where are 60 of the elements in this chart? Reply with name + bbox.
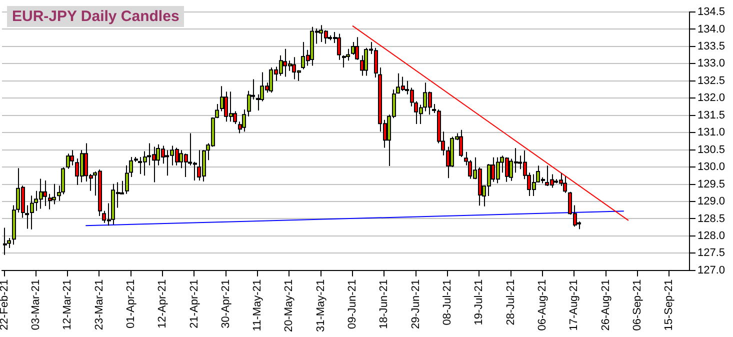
candlestick <box>247 90 251 117</box>
candlestick <box>25 204 29 230</box>
x-tick-label: 18-Jun-21 <box>378 279 390 329</box>
y-tick-label: 134.0 <box>697 23 726 36</box>
candlestick <box>125 164 129 194</box>
y-tick-label: 134.5 <box>697 6 726 18</box>
y-tick-label: 130.5 <box>697 144 726 156</box>
x-tick-label: 28-Jul-21 <box>504 279 517 326</box>
x-tick-label: 26-Aug-21 <box>600 279 612 331</box>
y-tick-label: 127.5 <box>697 247 726 260</box>
candlestick <box>355 36 359 60</box>
y-tick-label: 132.0 <box>697 92 726 104</box>
x-tick-label: 06-Aug-21 <box>536 279 549 331</box>
y-tick-label: 131.5 <box>697 109 726 122</box>
candlestick <box>242 109 246 132</box>
candlestick <box>346 48 350 62</box>
candlestick <box>52 183 56 205</box>
candlestick <box>7 238 11 249</box>
candlestick <box>563 176 567 194</box>
candlestick <box>342 54 346 68</box>
x-tick-label: 12-Mar-21 <box>62 279 74 330</box>
x-tick-label: 23-Mar-21 <box>93 279 106 330</box>
candlestick <box>3 227 7 256</box>
y-tick-label: 129.0 <box>697 196 726 208</box>
x-tick-label: 31-May-21 <box>314 279 327 332</box>
candlestick <box>66 153 70 170</box>
x-tick-label: 29-Jun-21 <box>410 279 422 329</box>
y-tick-label: 132.5 <box>697 74 726 87</box>
y-tick-label: 133.5 <box>697 40 726 52</box>
x-tick-label: 21-Apr-21 <box>188 279 200 328</box>
x-tick-label: 17-Aug-21 <box>568 279 580 331</box>
candlestick <box>337 33 341 60</box>
candlestick <box>129 156 133 178</box>
y-tick-label: 130.0 <box>697 161 726 174</box>
x-tick-label: 20-May-21 <box>283 279 296 332</box>
x-tick-label: 09-Jun-21 <box>346 279 359 329</box>
x-tick-label: 06-Sep-21 <box>631 279 644 331</box>
candlestick <box>233 110 237 124</box>
candlestick <box>30 195 34 230</box>
candlestick <box>459 129 463 158</box>
y-tick-label: 131.0 <box>697 126 726 139</box>
y-tick-label: 133.0 <box>697 58 726 70</box>
x-tick-label: 03-Mar-21 <box>30 279 42 330</box>
x-tick-label: 08-Jul-21 <box>442 279 454 326</box>
x-tick-label: 11-May-21 <box>252 279 264 332</box>
y-tick-label: 129.5 <box>697 178 726 190</box>
x-tick-label: 12-Apr-21 <box>156 279 169 328</box>
candlestick <box>120 180 124 194</box>
candlestick <box>70 150 74 166</box>
y-tick-label: 128.5 <box>697 212 726 225</box>
x-tick-label: 01-Apr-21 <box>124 279 137 328</box>
x-tick-label: 19-Jul-21 <box>473 279 486 326</box>
candlestick <box>351 41 355 56</box>
candlestick <box>48 193 52 210</box>
y-tick-label: 127.0 <box>697 264 726 276</box>
candlestick <box>43 180 47 206</box>
y-tick-label: 128.0 <box>697 230 726 242</box>
chart-title: EUR-JPY Daily Candles <box>7 6 184 27</box>
x-tick-label: 15-Sep-21 <box>663 279 676 331</box>
x-tick-label: 30-Apr-21 <box>220 279 232 328</box>
